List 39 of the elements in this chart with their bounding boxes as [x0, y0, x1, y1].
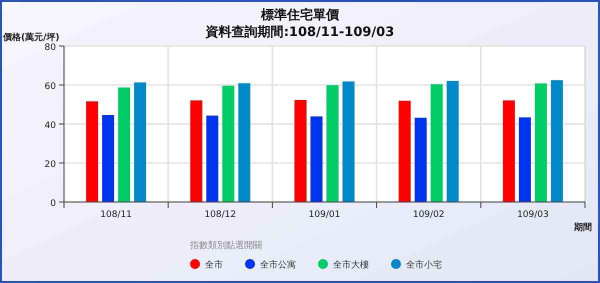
x-tick-label: 109/02 — [412, 210, 445, 220]
bar — [238, 83, 250, 202]
chart-title: 標準住宅單價 — [260, 7, 340, 23]
bar — [190, 100, 202, 202]
bar — [398, 100, 411, 202]
x-tick-label: 109/03 — [517, 210, 549, 220]
x-tick-label: 109/01 — [308, 210, 340, 220]
legend-label: 全市大樓 — [333, 260, 369, 270]
bar — [414, 118, 427, 202]
bar — [134, 82, 146, 202]
bar — [518, 117, 531, 202]
legend-label: 全市小宅 — [406, 260, 442, 270]
bar — [502, 100, 515, 202]
y-tick-label: 40 — [44, 121, 56, 131]
bar — [534, 83, 547, 202]
bar — [326, 85, 338, 202]
legend-label: 全市公寓 — [260, 260, 296, 270]
bar — [118, 88, 130, 202]
bar — [446, 80, 459, 202]
y-tick-label: 20 — [44, 160, 56, 170]
bar — [206, 116, 218, 202]
legend-label: 全市 — [205, 260, 223, 270]
x-tick-label: 108/12 — [204, 210, 236, 220]
bar — [102, 115, 114, 202]
x-axis-title: 期間 — [573, 222, 592, 233]
bar — [342, 81, 354, 202]
y-tick-label: 80 — [44, 43, 56, 53]
bar — [550, 80, 563, 202]
y-tick-label: 60 — [44, 82, 56, 92]
chart-subtitle: 資料查詢期間:108/11-109/03 — [204, 24, 394, 40]
bar — [430, 84, 443, 202]
legend-title: 指數類別點選開關 — [189, 240, 262, 251]
x-tick-label: 108/11 — [100, 210, 132, 220]
bar — [222, 86, 234, 202]
bar — [86, 101, 98, 202]
y-axis-title: 價格(萬元/坪) — [2, 32, 60, 43]
y-tick-label: 0 — [50, 199, 56, 209]
bar — [294, 100, 306, 202]
bar — [310, 116, 322, 202]
